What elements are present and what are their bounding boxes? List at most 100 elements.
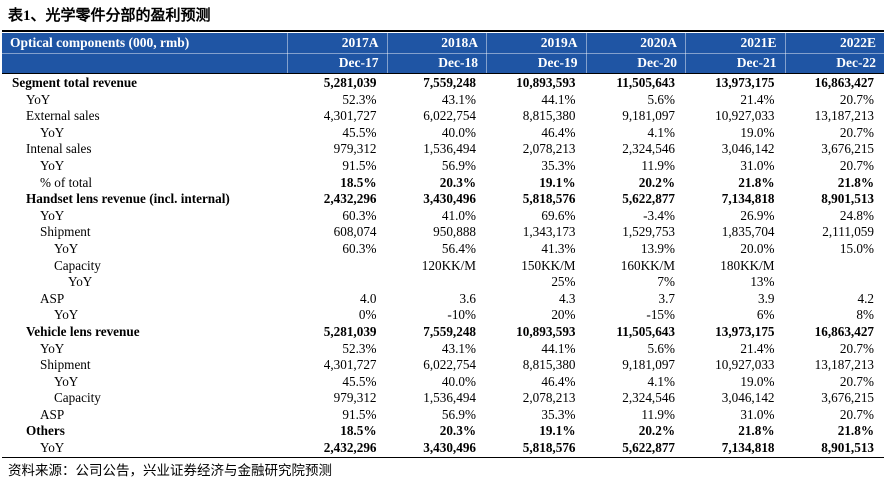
value-cell: 41.3% — [541, 240, 576, 256]
value-cell: 3.9 — [758, 290, 775, 306]
row-label: YoY — [54, 307, 79, 323]
value-cell — [387, 274, 487, 291]
row-label: YoY — [40, 440, 65, 456]
value-cell: 45.5% — [342, 373, 377, 389]
value-cell: 56.9% — [441, 157, 476, 173]
value-cell: 21.8% — [738, 174, 775, 190]
table-row: YoY 0% -10% 20% -15% 6% 8% — [2, 307, 884, 324]
table-row: YoY 52.3% 43.1% 44.1% 5.6% 21.4% 20.7% — [2, 92, 884, 109]
value-cell: 950,888 — [433, 224, 476, 240]
value-cell: 3.6 — [459, 290, 476, 306]
table-title: 表1、光学零件分部的盈利预测 — [8, 8, 211, 24]
header-year-cell: 2021E — [685, 33, 785, 53]
row-label: Others — [26, 423, 65, 439]
header-date-cell: Dec-17 — [287, 53, 387, 73]
value-cell: 7,134,818 — [721, 440, 775, 456]
value-cell: 1,536,494 — [423, 390, 476, 406]
table-row: Intenal sales 979,312 1,536,494 2,078,213 2,… — [2, 141, 884, 158]
value-cell: 41.0% — [441, 207, 476, 223]
value-cell: 9,181,097 — [622, 108, 675, 124]
value-cell: 2,324,546 — [622, 390, 675, 406]
table-row: Others 18.5% 20.3% 19.1% 20.2% 21.8% 21.8% — [2, 423, 884, 440]
value-cell: 8,815,380 — [522, 108, 576, 124]
value-cell: 10,927,033 — [715, 108, 775, 124]
value-cell: 43.1% — [441, 340, 476, 356]
value-cell: 979,312 — [333, 390, 377, 406]
value-cell: 20.7% — [839, 91, 874, 107]
table-row: Handset lens revenue (incl. internal) 2,4… — [2, 191, 884, 208]
value-cell: 52.3% — [342, 91, 377, 107]
value-cell: 19.0% — [740, 373, 775, 389]
value-cell: 4.2 — [857, 290, 874, 306]
value-cell: 2,432,296 — [323, 191, 377, 207]
value-cell — [785, 274, 885, 291]
value-cell: 4.3 — [559, 290, 576, 306]
value-cell: 979,312 — [333, 141, 377, 157]
table-row: ASP 91.5% 56.9% 35.3% 11.9% 31.0% 20.7% — [2, 407, 884, 424]
row-label: ASP — [40, 406, 65, 422]
table-row: YoY 2,432,296 3,430,496 5,818,576 5,622,877 7… — [2, 440, 884, 457]
value-cell: 20.7% — [839, 157, 874, 173]
value-cell: 40.0% — [441, 373, 476, 389]
value-cell: 3.7 — [658, 290, 675, 306]
header-date-cell: Dec-22 — [784, 53, 885, 73]
value-cell: 7,559,248 — [423, 75, 476, 90]
value-cell: 45.5% — [342, 124, 377, 140]
value-cell: 52.3% — [342, 340, 377, 356]
value-cell: 91.5% — [342, 406, 377, 422]
value-cell: 5,818,576 — [522, 440, 576, 456]
value-cell: 5.6% — [647, 340, 675, 356]
row-label: % of total — [40, 174, 93, 190]
value-cell: 1,536,494 — [423, 141, 476, 157]
value-cell: 69.6% — [541, 207, 576, 223]
value-cell: 7,134,818 — [721, 191, 775, 207]
value-cell: 10,927,033 — [715, 357, 775, 373]
value-cell: 44.1% — [541, 91, 576, 107]
forecast-table: Optical components (000, rmb) 2017A Dec-1… — [2, 30, 884, 458]
row-label: Intenal sales — [26, 141, 92, 157]
value-cell: 56.4% — [441, 240, 476, 256]
value-cell: 3,676,215 — [821, 390, 874, 406]
value-cell: 6,022,754 — [423, 357, 476, 373]
value-cell: 608,074 — [333, 224, 377, 240]
value-cell: 19.1% — [539, 174, 576, 190]
header-year-cell: 2019A — [486, 33, 586, 53]
value-cell: 20.3% — [439, 423, 476, 439]
value-cell — [287, 274, 387, 291]
value-cell: 1,343,173 — [522, 224, 576, 240]
value-cell: 25% — [551, 274, 576, 290]
value-cell: 13.9% — [640, 240, 675, 256]
value-cell: 16,863,427 — [814, 323, 874, 339]
value-cell: 31.0% — [740, 157, 775, 173]
value-cell: 18.5% — [340, 423, 377, 439]
value-cell: 2,432,296 — [323, 440, 377, 456]
header-label-cell: Optical components (000, rmb) — [10, 35, 190, 50]
row-label: YoY — [54, 240, 79, 256]
value-cell: 8,901,513 — [821, 440, 874, 456]
value-cell: 180KK/M — [720, 257, 775, 273]
value-cell: 11,505,643 — [616, 323, 675, 339]
value-cell: 43.1% — [441, 91, 476, 107]
row-label: Shipment — [40, 224, 91, 240]
value-cell: 160KK/M — [620, 257, 675, 273]
value-cell: -15% — [646, 307, 675, 323]
table-row: YoY 60.3% 56.4% 41.3% 13.9% 20.0% 15.0% — [2, 241, 884, 258]
value-cell: 150KK/M — [521, 257, 576, 273]
value-cell: 24.8% — [839, 207, 874, 223]
value-cell: 21.8% — [837, 423, 874, 439]
row-label: Shipment — [40, 357, 91, 373]
value-cell: 19.0% — [740, 124, 775, 140]
value-cell — [785, 258, 885, 275]
value-cell: 13% — [750, 274, 775, 290]
value-cell: 19.1% — [539, 423, 576, 439]
value-cell: 5,622,877 — [622, 440, 675, 456]
value-cell: -3.4% — [643, 207, 675, 223]
value-cell: 31.0% — [740, 406, 775, 422]
value-cell: 20.2% — [638, 174, 675, 190]
value-cell: 44.1% — [541, 340, 576, 356]
value-cell: 40.0% — [441, 124, 476, 140]
value-cell: 8,815,380 — [522, 357, 576, 373]
value-cell: 15.0% — [839, 240, 874, 256]
value-cell: 21.4% — [740, 340, 775, 356]
header-date-cell: Dec-20 — [585, 53, 686, 73]
